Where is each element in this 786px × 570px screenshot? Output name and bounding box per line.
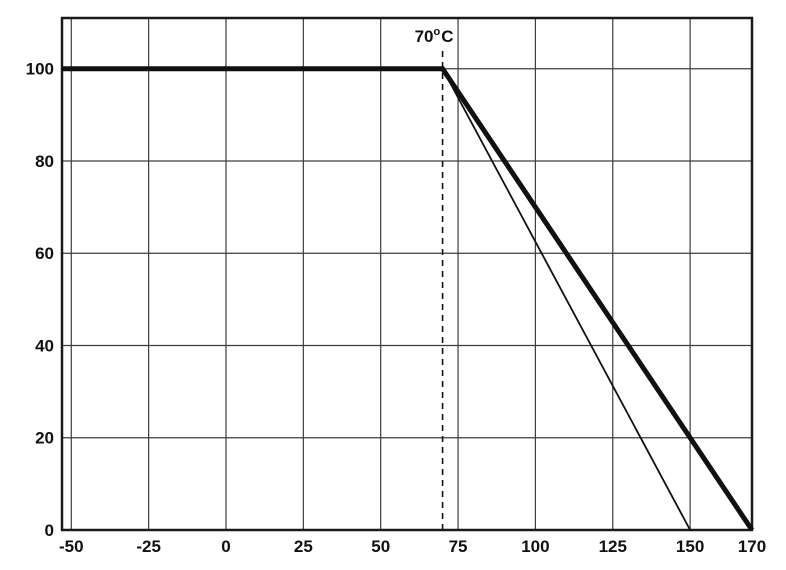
x-tick-label: 100 [521, 537, 549, 556]
y-tick-label: 20 [35, 429, 54, 448]
derating-curve-thin [441, 68, 691, 531]
x-tick-label: -25 [136, 537, 161, 556]
x-tick-label: 170 [738, 537, 766, 556]
x-tick-label: 125 [599, 537, 627, 556]
x-tick-label: -50 [59, 537, 84, 556]
y-tick-label: 80 [35, 152, 54, 171]
y-tick-label: 0 [45, 521, 54, 540]
x-tick-label: 150 [676, 537, 704, 556]
x-tick-label: 25 [294, 537, 313, 556]
annotation-70c: 70oC [415, 26, 454, 46]
x-tick-label: 0 [221, 537, 230, 556]
y-tick-label: 40 [35, 336, 54, 355]
x-tick-label: 75 [449, 537, 468, 556]
y-tick-label: 100 [26, 60, 54, 79]
x-tick-label: 50 [371, 537, 390, 556]
plot-border [60, 16, 754, 532]
y-tick-label: 60 [35, 244, 54, 263]
